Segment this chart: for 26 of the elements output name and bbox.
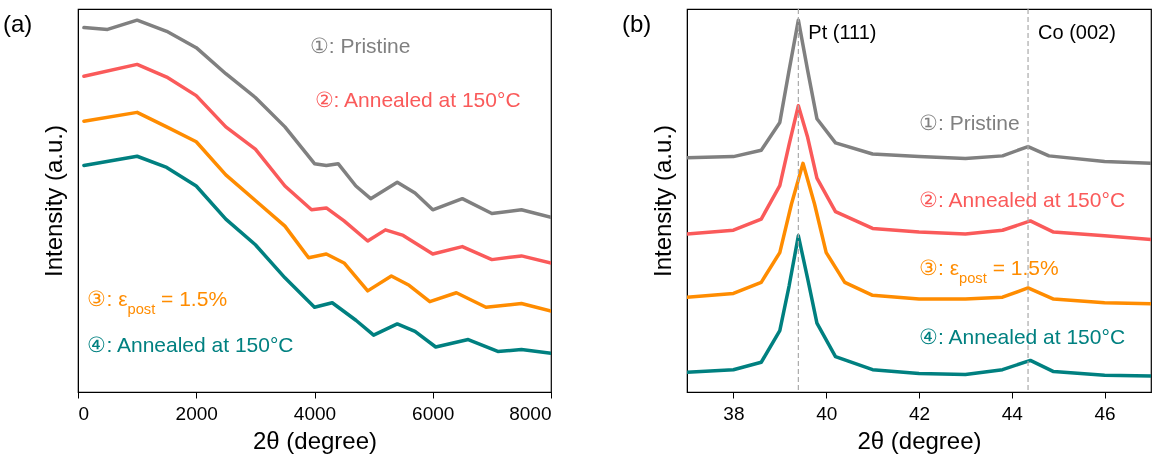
x-tick-label: 38: [723, 402, 745, 424]
x-tick-label: 40: [816, 402, 838, 424]
series-label: ②: Annealed at 150°C: [919, 187, 1126, 211]
ref-line-label: Pt (111): [808, 21, 877, 43]
x-tick-label: 6000: [412, 402, 455, 424]
series-label: ④: Annealed at 150°C: [919, 325, 1126, 349]
chart-title: (b): [622, 10, 652, 37]
x-tick-label: 42: [908, 402, 931, 424]
x-tick-label: 46: [1094, 402, 1116, 424]
chart-title: (a): [3, 10, 33, 37]
text: ③: ε$_{post}$ = 1.5%: [87, 287, 228, 318]
text: ②: Annealed at 150°C: [314, 87, 521, 111]
x-tick-label: 4000: [293, 402, 337, 424]
y-axis-title: Intensity (a.u.): [39, 124, 67, 278]
ref-line-label: Co (002): [1038, 21, 1116, 43]
series-label: ③: ε$_{post}$ = 1.5%: [919, 256, 1059, 287]
series-label: ④: Annealed at 150°C: [87, 333, 294, 357]
series-label: ①: Pristine: [919, 110, 1020, 134]
text: ①: Pristine: [309, 34, 411, 58]
x-tick-label: 44: [1001, 402, 1024, 424]
y-axis-title: Intensity (a.u.): [648, 124, 676, 278]
x-tick-label: 8000: [509, 402, 552, 424]
x-tick-label: 2000: [175, 402, 218, 424]
x-axis-title: 2θ (degree): [857, 426, 982, 454]
x-axis-title: 2θ (degree): [252, 426, 378, 454]
x-tick-label: 0: [78, 402, 90, 424]
